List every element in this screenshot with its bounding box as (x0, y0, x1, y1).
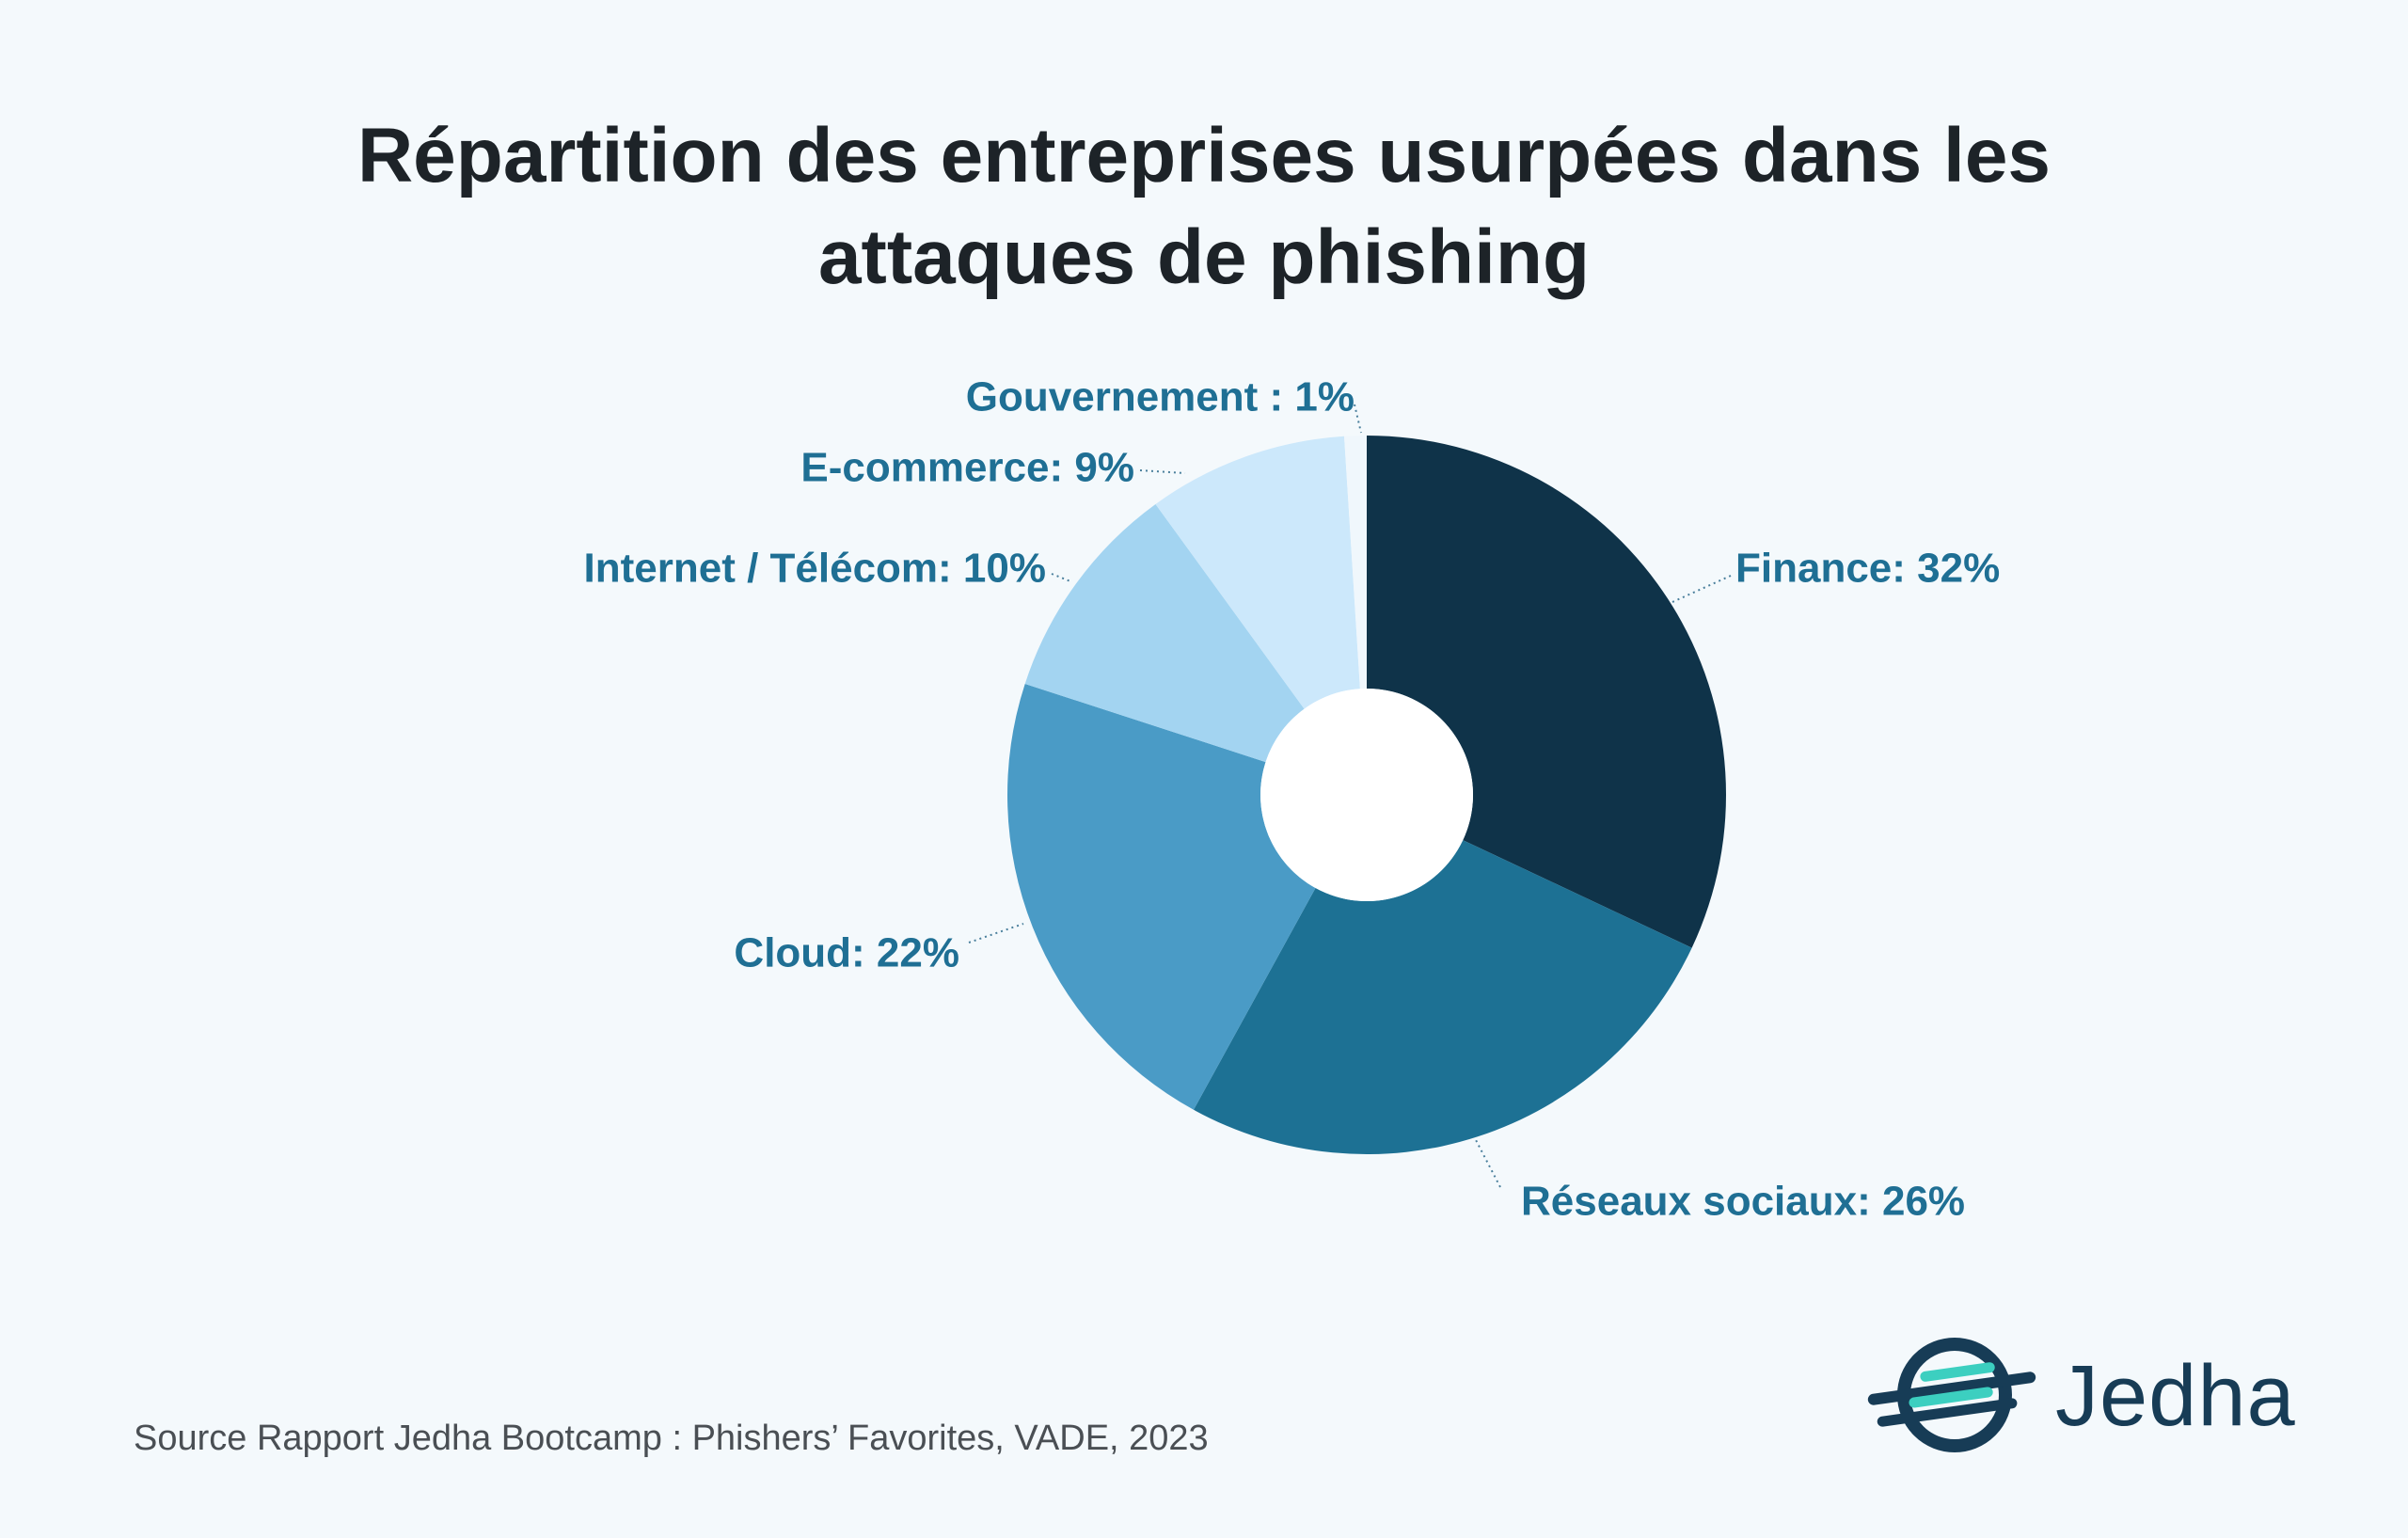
slice-finance (1367, 436, 1726, 948)
jedha-logo-icon (1867, 1338, 2036, 1452)
slice-gouvernement (1344, 436, 1367, 690)
leader-line (968, 923, 1024, 943)
chart-title: Répartition des entreprises usurpées dan… (0, 105, 2408, 309)
slice-label: Réseaux sociaux: 26% (1521, 1179, 1965, 1225)
source-note: Source Rapport Jedha Bootcamp : Phishers… (134, 1419, 1209, 1458)
slice-label: Gouvernement : 1% (966, 374, 1354, 420)
slice-label: Internet / Télécom: 10% (584, 546, 1046, 592)
slice-label: Cloud: 22% (734, 930, 959, 976)
chart-title-line1: Répartition des entreprises usurpées dan… (356, 113, 2052, 198)
leader-line (1474, 1137, 1501, 1188)
donut-hole (1260, 689, 1473, 901)
slice-r-seaux-sociaux (1193, 840, 1692, 1154)
leader-line (1051, 573, 1071, 582)
slice-internet-t-l-com (1024, 503, 1305, 763)
slice-label: Finance: 32% (1735, 546, 2000, 592)
leader-line (1354, 404, 1362, 434)
slice-e-commerce (1155, 436, 1360, 709)
leader-line (1139, 469, 1186, 474)
slice-label: E-commerce: 9% (800, 445, 1134, 491)
leader-line (1671, 575, 1732, 603)
logo-wordmark: Jedha (2055, 1348, 2296, 1444)
slice-cloud (1006, 683, 1316, 1110)
chart-title-line2: attaques de phishing (817, 214, 1591, 300)
